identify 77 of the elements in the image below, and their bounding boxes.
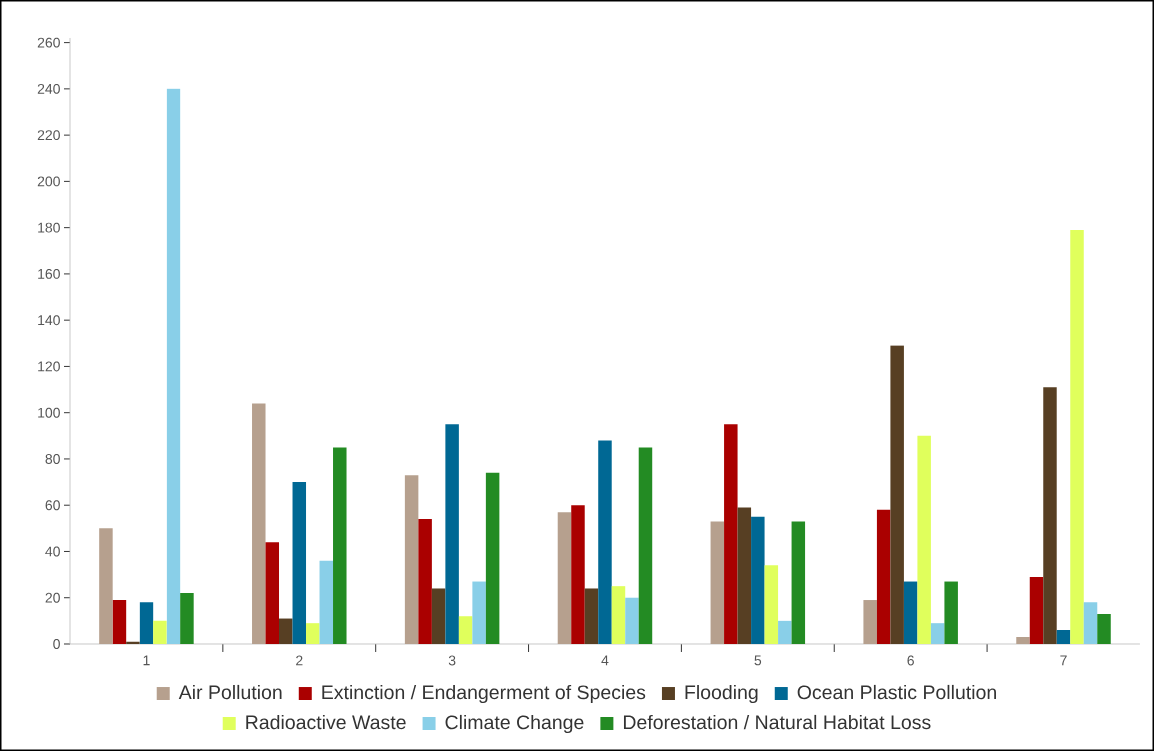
bar (930, 623, 945, 644)
y-tick-label: 140 (38, 315, 60, 326)
bar (584, 588, 599, 644)
bar (1097, 613, 1111, 644)
y-tick-label: 120 (38, 361, 60, 372)
bar (571, 505, 585, 644)
legend-label: Air Pollution (178, 684, 282, 700)
bar (598, 440, 612, 644)
bar (99, 528, 113, 644)
legend-label: Flooding (685, 684, 758, 704)
legend-label: Extinction / Endangerment of Species (322, 684, 646, 704)
x-tick-label: 5 (754, 655, 762, 666)
y-tick-label: 100 (38, 407, 60, 418)
y-tick-label: 240 (37, 83, 60, 94)
bar (445, 424, 459, 644)
x-tick-label: 1 (143, 655, 150, 666)
bar (1070, 229, 1084, 644)
bar (710, 521, 725, 644)
bar (625, 597, 639, 644)
bar (764, 565, 779, 644)
y-tick-label: 40 (45, 546, 60, 557)
bar (319, 560, 334, 644)
bar (418, 519, 432, 644)
bar (252, 403, 266, 644)
bar (431, 588, 446, 644)
bar (737, 507, 752, 644)
y-tick-label: 80 (45, 453, 60, 464)
bar (751, 516, 765, 644)
bar (917, 435, 931, 644)
bar (778, 620, 792, 644)
bar (1043, 387, 1057, 644)
bar (265, 542, 280, 644)
bar (485, 472, 500, 644)
y-tick-label: 20 (45, 592, 60, 603)
y-tick-label: 220 (37, 130, 60, 141)
y-tick-label: 260 (37, 37, 60, 48)
y-tick-label: 160 (38, 268, 60, 279)
bar (1056, 630, 1071, 644)
x-tick-label: 6 (907, 655, 914, 666)
bar (404, 475, 419, 644)
legend-label: Ocean Plastic Pollution (797, 684, 996, 700)
bar (890, 345, 904, 644)
bar (306, 623, 320, 644)
bar (472, 581, 486, 644)
bar (279, 618, 293, 644)
y-tick-label: 60 (45, 500, 60, 511)
bar (139, 602, 154, 644)
bar (458, 616, 473, 644)
legend-label: Climate Change (445, 714, 584, 734)
bar (611, 586, 626, 644)
bar (1083, 602, 1098, 644)
legend-label: Deforestation / Natural Habitat Loss (623, 714, 931, 730)
bar (292, 482, 307, 644)
bar (1016, 637, 1030, 644)
bar (557, 512, 572, 644)
x-tick-label: 3 (448, 655, 456, 666)
bar (944, 581, 958, 644)
x-tick-label: 2 (296, 655, 303, 666)
bar (126, 641, 140, 644)
y-tick-label: 200 (37, 176, 60, 187)
bar (876, 509, 891, 644)
bar (153, 620, 167, 644)
bar (1029, 576, 1044, 644)
bar (112, 600, 127, 644)
bar (724, 424, 738, 644)
bar (333, 447, 347, 644)
bar (903, 581, 918, 644)
y-tick-label: 180 (38, 222, 60, 233)
x-tick-label: 7 (1060, 655, 1067, 666)
bar (180, 593, 194, 644)
bar (863, 600, 877, 644)
bar (166, 88, 181, 644)
bar (638, 447, 653, 644)
legend-label: Radioactive Waste (246, 714, 406, 730)
bar (791, 521, 806, 644)
x-tick-label: 4 (601, 655, 609, 666)
y-tick-label: 0 (53, 639, 60, 649)
